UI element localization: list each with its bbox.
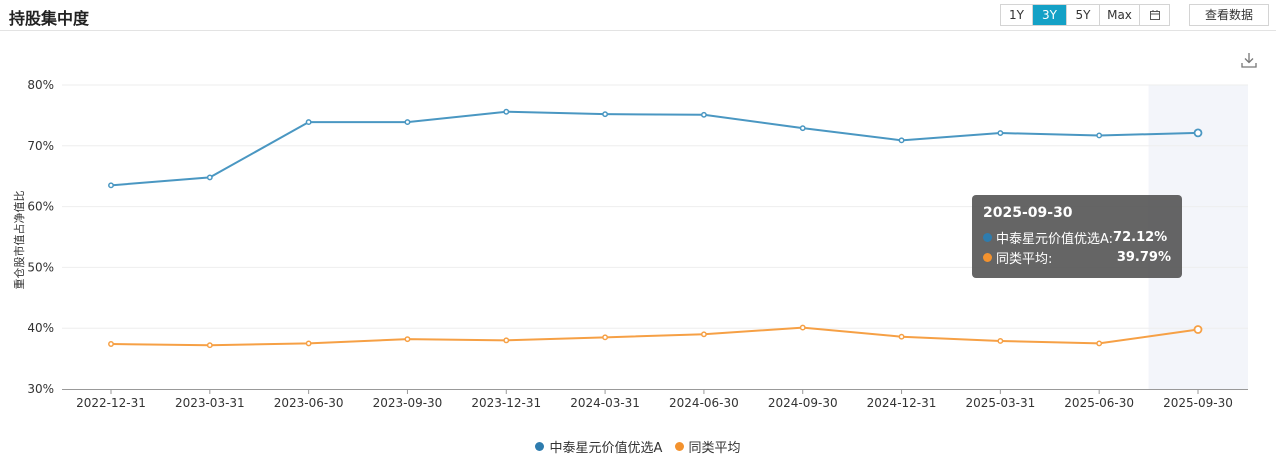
view-data-button[interactable]: 查看数据 <box>1189 4 1269 26</box>
tooltip-series-value: 72.12% <box>1113 229 1168 245</box>
data-point <box>997 338 1004 344</box>
y-tick-label: 50% <box>27 260 54 274</box>
tooltip-row: 同类平均: 39.79% <box>983 247 1171 267</box>
x-tick-label: 2024-06-30 <box>669 396 739 410</box>
range-3y-button[interactable]: 3Y <box>1033 5 1067 25</box>
tooltip-series-name: 同类平均: <box>996 251 1053 267</box>
tooltip-series-value: 39.79% <box>1116 249 1171 265</box>
x-tick-label: 2023-12-31 <box>471 396 541 410</box>
chart-tooltip: 2025-09-30 中泰星元价值优选A: 72.12% 同类平均: 39.79… <box>972 195 1182 278</box>
tooltip-series-name: 中泰星元价值优选A: <box>996 231 1114 247</box>
legend-item[interactable]: 中泰星元价值优选A <box>535 437 662 456</box>
legend-series-dot <box>535 442 545 451</box>
data-point <box>1096 132 1103 139</box>
range-5y-button[interactable]: 5Y <box>1067 5 1100 25</box>
data-point <box>1096 340 1103 347</box>
data-point <box>1193 128 1203 138</box>
x-tick-label: 2024-03-31 <box>570 396 640 410</box>
y-tick-label: 60% <box>27 200 54 214</box>
x-tick-label: 2023-06-30 <box>274 396 344 410</box>
x-tick-label: 2025-03-31 <box>965 396 1035 410</box>
calendar-button[interactable] <box>1140 5 1169 25</box>
data-point <box>700 331 707 338</box>
range-1y-button[interactable]: 1Y <box>1001 5 1033 25</box>
data-point <box>404 336 411 343</box>
x-tick-label: 2022-12-31 <box>76 396 146 410</box>
x-tick-label: 2025-06-30 <box>1064 396 1134 410</box>
data-point <box>108 341 114 347</box>
range-max-button[interactable]: Max <box>1100 5 1140 25</box>
data-point <box>898 333 905 340</box>
tooltip-date: 2025-09-30 <box>983 205 1073 221</box>
y-tick-label: 30% <box>27 382 54 396</box>
x-tick-label: 2023-09-30 <box>373 396 443 410</box>
data-point <box>503 108 510 115</box>
tooltip-series-dot <box>983 252 992 262</box>
calendar-icon <box>1149 10 1160 20</box>
data-point <box>898 137 905 144</box>
y-tick-label: 70% <box>27 139 54 153</box>
data-point <box>799 324 806 331</box>
data-point <box>1193 325 1203 334</box>
series-line <box>110 110 1199 187</box>
data-point <box>206 174 213 181</box>
data-point <box>108 182 114 189</box>
x-tick-label: 2025-09-30 <box>1163 396 1233 410</box>
page-title: 持股集中度 <box>9 9 90 28</box>
line-chart: 30% 40% 50% 60% 70% 80% 2022-12-31 2023-03-31 20… <box>27 78 1248 410</box>
data-point <box>799 125 806 132</box>
legend-series-dot <box>674 442 684 451</box>
x-tick-label: 2024-12-31 <box>867 396 937 410</box>
chart-legend: 中泰星元价值优选A 同类平均 <box>0 437 1276 456</box>
data-point <box>997 130 1004 136</box>
data-point <box>602 111 609 118</box>
download-icon[interactable] <box>1240 51 1258 69</box>
series-line <box>110 326 1199 347</box>
x-tick-label: 2024-09-30 <box>768 396 838 410</box>
data-point <box>700 111 707 118</box>
x-tick-label: 2023-03-31 <box>175 396 245 410</box>
y-tick-label: 40% <box>27 321 54 335</box>
tooltip-series-dot <box>983 232 992 242</box>
y-tick-label: 80% <box>27 78 54 92</box>
legend-series-name: 中泰星元价值优选A <box>549 441 663 456</box>
data-point <box>206 342 213 349</box>
data-point <box>503 337 510 344</box>
data-point <box>404 119 411 126</box>
legend-series-name: 同类平均 <box>688 441 741 456</box>
data-point <box>305 119 312 126</box>
tooltip-row: 中泰星元价值优选A: 72.12% <box>983 227 1171 247</box>
header: 持股集中度 1Y 3Y 5Y Max 查看数据 <box>0 0 1276 31</box>
data-point <box>305 340 312 347</box>
legend-item[interactable]: 同类平均 <box>674 437 741 456</box>
time-range-selector: 1Y 3Y 5Y Max <box>1000 4 1170 26</box>
data-point <box>602 334 609 341</box>
